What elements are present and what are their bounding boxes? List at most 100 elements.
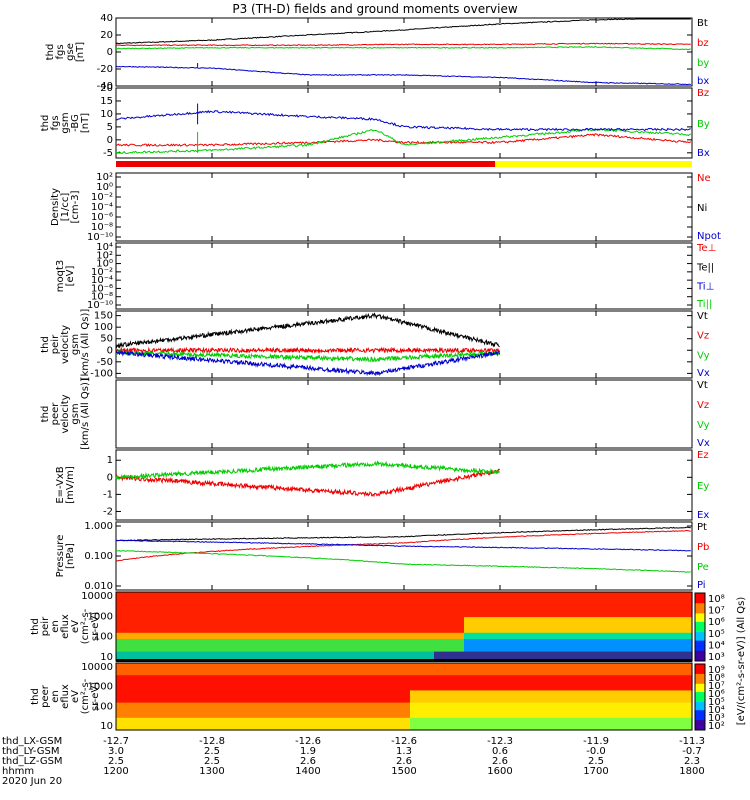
y-tick-label: 15 xyxy=(100,96,113,107)
y-axis-label: -BG xyxy=(70,114,81,132)
y-axis-label: [1/cc] xyxy=(60,193,71,222)
colorbar-electron-cell xyxy=(695,705,705,708)
colorbar-ion-cell xyxy=(695,623,705,626)
panel-frame-1 xyxy=(115,17,693,87)
colorbar-ion-cell xyxy=(695,603,705,606)
colorbar-electron-cell xyxy=(695,701,705,705)
colorbar-electron-tick: 10⁴ xyxy=(708,705,725,716)
colorbar-ion-cell xyxy=(695,615,705,618)
y-axis-label: peir xyxy=(40,616,51,636)
colorbar-electron-cell xyxy=(695,690,705,693)
legend-Npot: Npot xyxy=(697,231,721,242)
footer-value: 1.3 xyxy=(396,746,412,757)
colorbar-electron-frame xyxy=(694,663,706,731)
spectrogram-gap-line xyxy=(116,659,692,662)
legend-Ex: Ex xyxy=(697,510,709,521)
y-tick-label: 0 xyxy=(107,345,113,356)
colorbar-electron-tick: 10⁹ xyxy=(708,665,725,676)
colorbar-ion-cell xyxy=(695,613,705,616)
series-Bx-line xyxy=(115,109,691,132)
y-axis-label: [cm-3] xyxy=(70,190,81,223)
colorbar-electron-cell xyxy=(695,685,705,688)
legend-Pt: Pt xyxy=(697,522,707,533)
colorbar-electron-tick: 10² xyxy=(708,721,725,732)
series-Vy-line xyxy=(115,349,500,363)
y-axis-label: gsm xyxy=(60,112,71,133)
y-tick-label: 100 xyxy=(94,632,113,643)
legend-Bz: Bz xyxy=(697,88,709,99)
series-Ey-line xyxy=(115,460,501,480)
series-By-line xyxy=(115,128,692,155)
legend-Vz: Vz xyxy=(697,331,709,342)
y-tick-label: 10⁻⁸ xyxy=(91,222,113,233)
colorbar-electron-tick: 10³ xyxy=(708,713,725,724)
legend-Vx: Vx xyxy=(697,438,710,449)
y-tick-label: 100 xyxy=(94,701,113,712)
y-tick-label: 10 xyxy=(100,652,113,663)
y-tick-label: -100 xyxy=(90,368,113,379)
y-axis-label: [nPa] xyxy=(65,543,76,569)
footer-value: 1700 xyxy=(583,766,608,777)
y-tick-label: 1000 xyxy=(88,682,113,693)
colorbar-electron-cell xyxy=(695,687,705,690)
y-tick-label: 0.100 xyxy=(84,551,113,562)
colorbar-electron-cell xyxy=(695,675,705,678)
legend-Ey: Ey xyxy=(697,481,709,492)
y-axis-label: (cm²-s- xyxy=(80,608,91,644)
y-axis-label: eflux xyxy=(60,614,71,639)
colorbar-electron-cell xyxy=(695,693,705,696)
colorbar-ion-cell xyxy=(695,652,705,655)
colorbar-ion-cell xyxy=(695,611,705,614)
colorbar-electron-cell xyxy=(695,692,705,695)
footer-value: -11.3 xyxy=(679,736,705,747)
panel-frame-2 xyxy=(115,87,693,159)
y-axis-label: [mV/m] xyxy=(65,466,76,504)
y-axis-label: eflux xyxy=(60,684,71,709)
footer-value: -12.6 xyxy=(295,736,321,747)
colorbar-electron-tick: 10⁷ xyxy=(708,681,725,692)
footer-value: -11.9 xyxy=(583,736,609,747)
y-tick-label: 10² xyxy=(96,250,113,261)
footer-value: 1200 xyxy=(103,766,128,777)
colorbar-electron-cell xyxy=(695,710,705,713)
colorbar-ion-cell xyxy=(695,642,705,645)
footer-value: -0.7 xyxy=(682,746,702,757)
colorbar-ion-cell xyxy=(695,604,705,608)
panel-frame-4 xyxy=(115,242,693,310)
series-Vx-line xyxy=(115,349,501,377)
series-Bz-line xyxy=(115,133,692,147)
legend-Ti||: Ti|| xyxy=(696,299,712,310)
series-bz-line xyxy=(115,42,691,47)
footer-value: 3.0 xyxy=(108,746,124,757)
colorbar-electron-tick: 10⁸ xyxy=(708,673,725,684)
y-axis-label: thd xyxy=(45,44,56,61)
mode-bar-yellow xyxy=(495,161,692,167)
footer-value: 1400 xyxy=(295,766,320,777)
colorbar-electron-cell xyxy=(695,698,705,701)
y-axis-label: fgs xyxy=(55,44,66,59)
footer-value: 2.5 xyxy=(204,746,220,757)
footer-date: 2020 Jun 20 xyxy=(2,776,62,787)
footer-value: 1.9 xyxy=(300,746,316,757)
colorbar-ion-tick: 10⁸ xyxy=(708,594,725,605)
colorbar-label: [eV/(cm²-s-sr-eV)] (All Qs) xyxy=(736,597,747,726)
legend-Ez: Ez xyxy=(697,450,709,461)
y-tick-label: -1 xyxy=(103,489,113,500)
y-axis-label: [eV] xyxy=(65,266,76,287)
y-axis-label: Pressure xyxy=(55,535,66,578)
colorbar-electron-cell xyxy=(695,695,705,698)
y-axis-label: sr-eV) xyxy=(90,682,101,711)
colorbar-ion-tick: 10⁴ xyxy=(708,640,725,651)
colorbar-ion-cell xyxy=(695,650,705,653)
colorbar-electron-cell xyxy=(695,688,705,691)
colorbar-electron-cell xyxy=(695,721,705,724)
footer-value: -12.6 xyxy=(391,736,417,747)
mode-bar-red xyxy=(116,161,496,167)
series-Pt-line xyxy=(115,526,691,542)
y-tick-label: 10⁻⁴ xyxy=(91,202,113,213)
y-tick-label: 0 xyxy=(107,472,113,483)
series-Ez-line xyxy=(115,468,501,498)
legend-Pe: Pe xyxy=(697,562,709,573)
y-axis-label: thd xyxy=(30,688,41,705)
